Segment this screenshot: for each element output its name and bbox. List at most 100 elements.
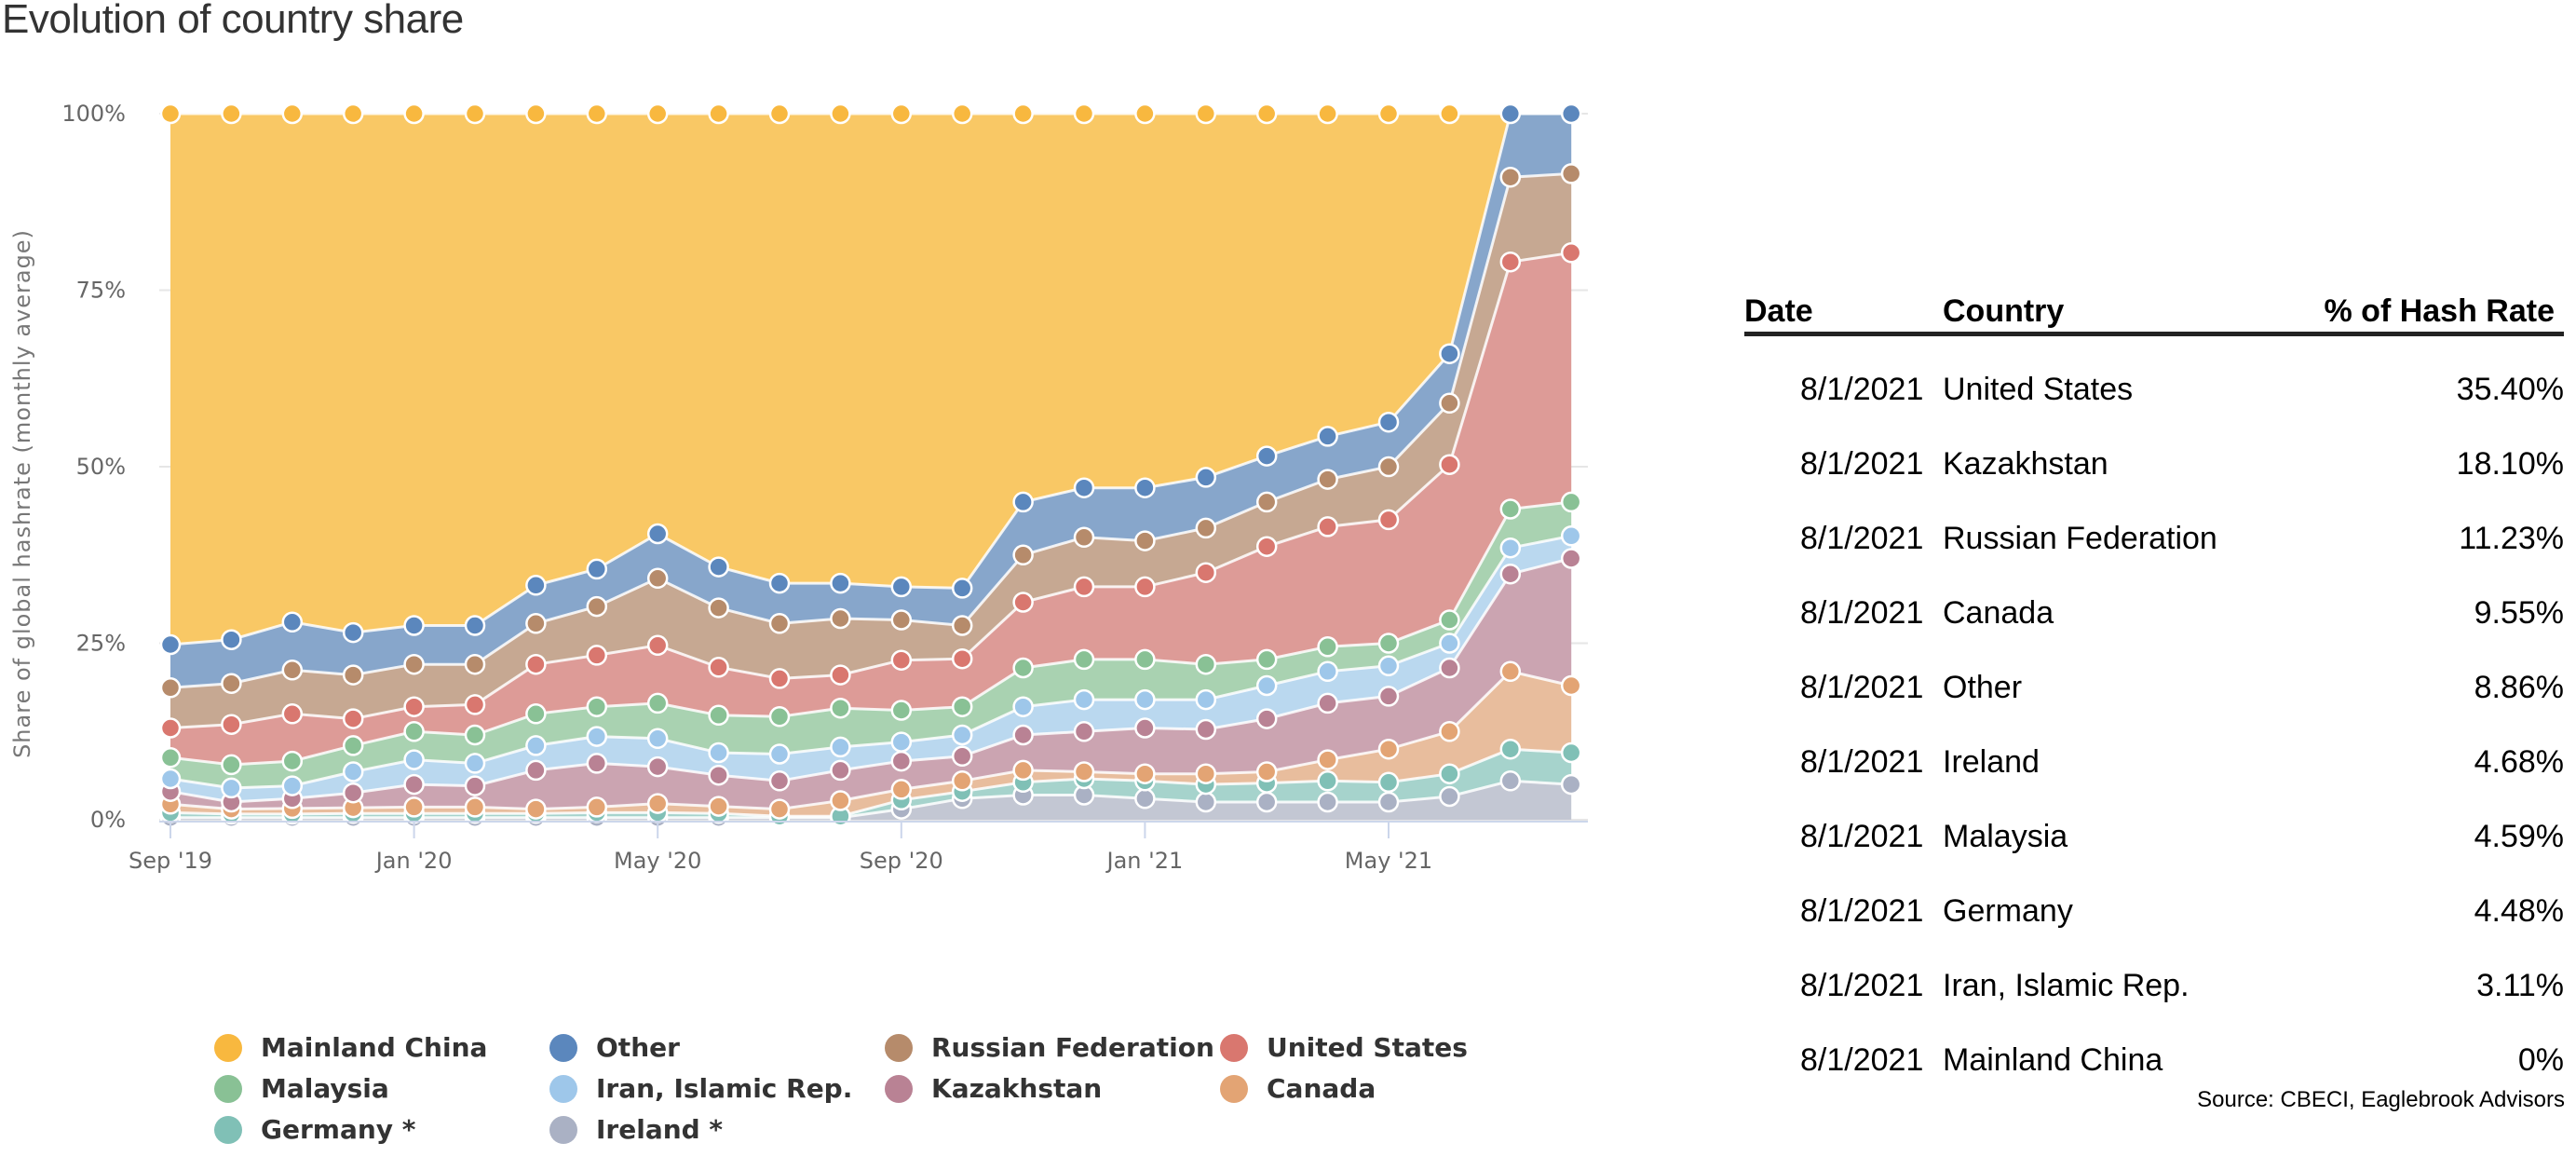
row-country: Germany — [1943, 893, 2073, 929]
data-point — [159, 677, 182, 699]
data-point — [830, 664, 851, 686]
header-pct: % of Hash Rate — [2324, 293, 2556, 329]
y-tick-label: 0% — [90, 807, 126, 833]
area-canada — [170, 671, 1572, 817]
legend-item[interactable]: Malaysia — [214, 1073, 389, 1104]
table-body: 8/1/2021 United States 35.40% 8/1/2021 Kazak… — [1744, 336, 2564, 1082]
data-point — [586, 796, 608, 818]
data-point — [1317, 426, 1338, 447]
data-point — [1134, 576, 1156, 598]
legend-label: Malaysia — [261, 1073, 389, 1104]
y-tick-label: 75% — [76, 278, 126, 304]
row-date: 8/1/2021 — [1800, 1042, 1924, 1078]
legend-item[interactable]: Kazakhstan — [885, 1073, 1102, 1104]
data-point — [159, 747, 182, 769]
data-point — [1560, 102, 1582, 125]
data-point — [1255, 648, 1278, 671]
table-row: 8/1/2021 Iran, Islamic Rep. 3.11% — [1744, 932, 2564, 1007]
data-point — [646, 523, 669, 545]
data-point — [1439, 454, 1460, 475]
data-point — [890, 609, 913, 631]
data-point — [403, 721, 425, 742]
data-point — [890, 102, 913, 125]
data-point — [890, 750, 913, 772]
hash-rate-table: Date Country % of Hash Rate 8/1/2021 Unit… — [1744, 279, 2564, 1082]
row-pct: 4.68% — [2474, 744, 2564, 780]
row-date: 8/1/2021 — [1800, 595, 1924, 631]
data-point — [525, 798, 547, 820]
data-point — [1560, 741, 1582, 764]
data-point — [1377, 771, 1400, 794]
data-point — [464, 796, 486, 818]
data-point — [1317, 516, 1338, 537]
data-point — [1377, 791, 1400, 813]
data-point — [159, 633, 182, 656]
data-point — [1317, 749, 1338, 770]
row-pct: 8.86% — [2474, 670, 2564, 705]
legend-item[interactable]: Germany * — [214, 1114, 415, 1145]
data-point — [525, 102, 547, 125]
data-point — [768, 102, 791, 125]
legend-item[interactable]: Mainland China — [214, 1032, 487, 1063]
data-point — [1499, 563, 1522, 585]
data-point — [1377, 633, 1400, 654]
legend-item[interactable]: Canada — [1220, 1073, 1376, 1104]
data-point — [464, 724, 486, 746]
data-point — [586, 645, 608, 666]
data-point — [890, 649, 913, 671]
data-point — [281, 775, 304, 796]
data-point — [1317, 636, 1338, 658]
data-point — [1499, 770, 1522, 792]
y-tick-label: 50% — [76, 454, 126, 480]
legend-marker-icon — [214, 1115, 242, 1144]
data-point — [1560, 163, 1582, 184]
data-point — [221, 754, 242, 776]
table-row: 8/1/2021 Ireland 4.68% — [1744, 709, 2564, 783]
data-point — [1317, 692, 1338, 714]
legend-item[interactable]: Other — [549, 1032, 680, 1063]
data-point — [1012, 592, 1034, 613]
source-note: Source: CBECI, Eaglebrook Advisors — [2197, 1087, 2565, 1112]
data-point — [830, 102, 851, 125]
data-point — [403, 696, 425, 717]
data-point — [464, 615, 486, 636]
stacked-area-chart: 0% 25% 50% 75% 100% Sep '19 Jan '20 May '20 Sep … — [9, 101, 1588, 874]
area-kazakhstan — [170, 558, 1572, 809]
x-tick-label: Sep '20 — [860, 848, 943, 874]
legend-item[interactable]: Ireland * — [549, 1114, 723, 1145]
y-tick-label: 100% — [61, 101, 126, 127]
data-point — [1499, 102, 1522, 125]
header-date: Date — [1744, 293, 1813, 329]
data-point — [1012, 102, 1034, 125]
legend-item[interactable]: United States — [1220, 1032, 1468, 1063]
legend-label: Ireland * — [596, 1114, 724, 1145]
row-pct: 11.23% — [2459, 521, 2564, 556]
row-country: Malaysia — [1943, 819, 2068, 854]
legend-item[interactable]: Iran, Islamic Rep. — [549, 1073, 852, 1104]
data-point — [1255, 491, 1278, 513]
data-point — [525, 703, 547, 725]
data-point — [403, 796, 425, 818]
data-point — [1012, 657, 1034, 679]
y-axis-title: Share of global hashrate (monthly averag… — [9, 229, 35, 758]
data-point — [1195, 517, 1217, 539]
table-row: 8/1/2021 Canada 9.55% — [1744, 560, 2564, 634]
table-row: 8/1/2021 Russian Federation 11.23% — [1744, 485, 2564, 560]
data-point — [1195, 688, 1217, 711]
data-point — [1560, 548, 1582, 569]
data-point — [1195, 467, 1217, 488]
legend-item[interactable]: Russian Federation — [885, 1032, 1214, 1063]
x-tick-label: Jan '21 — [1105, 848, 1184, 874]
chart-title: Evolution of country share — [2, 0, 464, 42]
data-point — [464, 102, 486, 125]
data-point — [830, 790, 851, 811]
data-point — [1317, 660, 1338, 683]
data-point — [586, 558, 608, 580]
data-point — [1255, 536, 1278, 557]
data-point — [951, 615, 973, 636]
data-point — [708, 556, 729, 578]
data-point — [646, 692, 669, 714]
data-point — [1012, 696, 1034, 717]
data-point — [708, 741, 729, 764]
row-country: Kazakhstan — [1943, 446, 2108, 482]
